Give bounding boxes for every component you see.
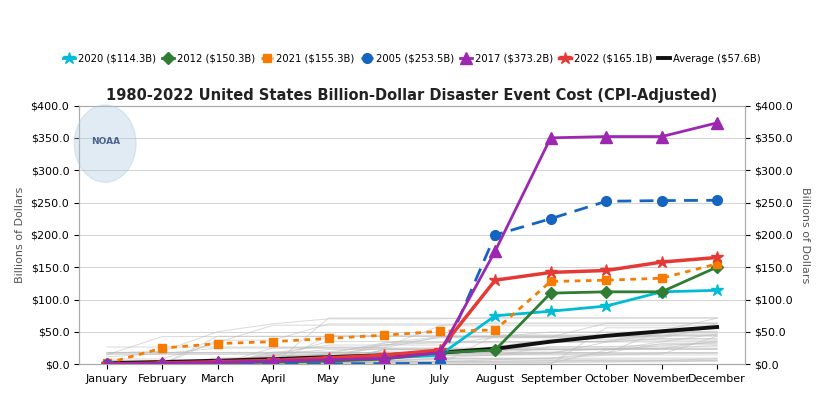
Circle shape <box>74 105 136 182</box>
Y-axis label: Billions of Dollars: Billions of Dollars <box>15 187 25 283</box>
Legend: 2020 ($114.3B), 2012 ($150.3B), 2021 ($155.3B), 2005 ($253.5B), 2017 ($373.2B), : 2020 ($114.3B), 2012 ($150.3B), 2021 ($1… <box>64 53 761 63</box>
Text: NOAA: NOAA <box>91 137 120 146</box>
Title: 1980-2022 United States Billion-Dollar Disaster Event Cost (CPI-Adjusted): 1980-2022 United States Billion-Dollar D… <box>106 88 718 103</box>
Y-axis label: Billions of Dollars: Billions of Dollars <box>800 187 810 283</box>
